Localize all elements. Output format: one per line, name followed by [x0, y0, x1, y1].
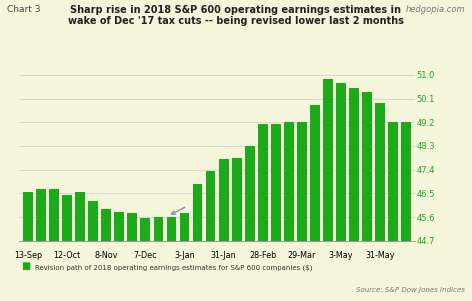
Bar: [232, 158, 242, 241]
Text: Revision path of 2018 operating earnings estimates for S&P 600 companies ($): Revision path of 2018 operating earnings…: [35, 264, 313, 271]
Bar: [310, 105, 320, 241]
Bar: [153, 217, 163, 241]
Bar: [323, 79, 333, 241]
Bar: [297, 122, 307, 241]
Bar: [167, 217, 177, 241]
Bar: [388, 122, 398, 241]
Bar: [23, 192, 33, 241]
Bar: [114, 212, 124, 241]
Bar: [180, 213, 189, 241]
Bar: [141, 219, 150, 241]
Bar: [336, 83, 346, 241]
Bar: [375, 103, 385, 241]
Bar: [258, 124, 268, 241]
Bar: [127, 213, 137, 241]
Text: ■: ■: [21, 261, 31, 272]
Bar: [76, 192, 85, 241]
Bar: [401, 122, 411, 241]
Bar: [362, 92, 372, 241]
Text: Chart 3: Chart 3: [7, 5, 41, 14]
Text: hedgopia.com: hedgopia.com: [405, 5, 465, 14]
Bar: [219, 159, 228, 241]
Bar: [62, 195, 72, 241]
Bar: [284, 122, 294, 241]
Bar: [36, 189, 46, 241]
Bar: [193, 184, 202, 241]
Text: Source: S&P Dow Jones Indices: Source: S&P Dow Jones Indices: [356, 287, 465, 293]
Text: Sharp rise in 2018 S&P 600 operating earnings estimates in
wake of Dec '17 tax c: Sharp rise in 2018 S&P 600 operating ear…: [68, 5, 404, 26]
Bar: [271, 124, 281, 241]
Bar: [245, 146, 254, 241]
Bar: [88, 201, 98, 241]
Bar: [349, 88, 359, 241]
Bar: [49, 189, 59, 241]
Bar: [206, 171, 216, 241]
Bar: [101, 209, 111, 241]
